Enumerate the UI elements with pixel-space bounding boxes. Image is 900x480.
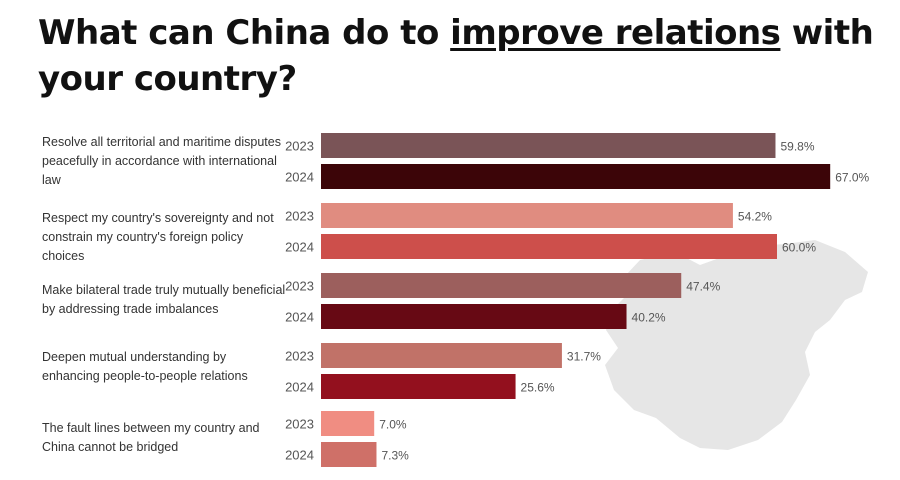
year-label: 2023 (285, 417, 314, 432)
year-label: 2024 (285, 310, 314, 325)
year-label: 2023 (285, 139, 314, 154)
value-label: 7.0% (379, 418, 407, 432)
value-label: 47.4% (686, 280, 720, 294)
bar-2023 (321, 273, 682, 298)
bar-2024 (321, 374, 516, 399)
title-text-emphasis: improve relations (450, 13, 781, 53)
year-label: 2023 (285, 209, 314, 224)
bar-2023 (321, 203, 733, 228)
bar-2024 (321, 164, 831, 189)
bar-2024 (321, 304, 627, 329)
value-label: 59.8% (780, 140, 814, 154)
value-label: 40.2% (632, 311, 666, 325)
value-label: 31.7% (567, 350, 601, 364)
chart-title: What can China do to improve relations w… (38, 10, 878, 102)
value-label: 54.2% (738, 210, 772, 224)
year-label: 2024 (285, 448, 314, 463)
category-label: Deepen mutual understanding by enhancing… (42, 350, 248, 383)
year-label: 2023 (285, 349, 314, 364)
value-label: 25.6% (521, 381, 555, 395)
year-label: 2023 (285, 279, 314, 294)
year-label: 2024 (285, 240, 314, 255)
value-label: 67.0% (835, 171, 869, 185)
title-text-post: with your country? (38, 13, 874, 99)
value-label: 7.3% (381, 449, 409, 463)
bar-2024 (321, 234, 777, 259)
year-label: 2024 (285, 380, 314, 395)
category-label: The fault lines between my country and C… (42, 421, 260, 454)
value-label: 60.0% (782, 241, 816, 255)
bar-2023 (321, 133, 776, 158)
bar-2023 (321, 411, 375, 436)
year-label: 2024 (285, 170, 314, 185)
title-text-pre: What can China do to (38, 13, 451, 53)
category-label: Resolve all territorial and maritime dis… (42, 135, 281, 187)
category-label: Make bilateral trade truly mutually bene… (42, 283, 286, 316)
bar-2024 (321, 442, 377, 467)
bar-2023 (321, 343, 562, 368)
category-label: Respect my country's sovereignty and not… (42, 211, 274, 263)
